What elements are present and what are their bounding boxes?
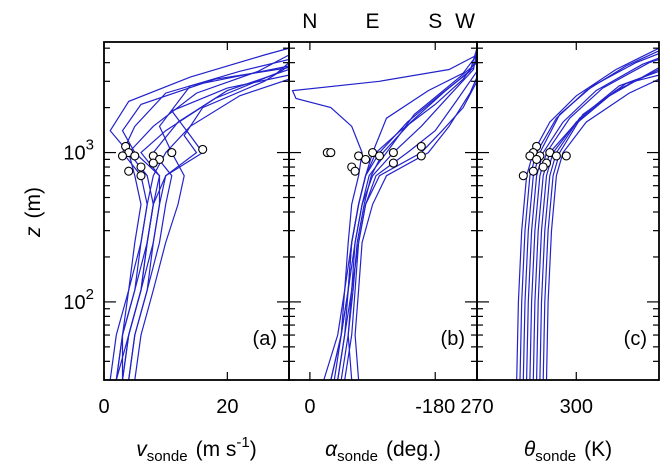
compass-label-S: S bbox=[428, 10, 442, 33]
panel-tag-c: (c) bbox=[624, 328, 647, 350]
profile-line-b-3 bbox=[347, 70, 477, 380]
inflection-marker-b-8 bbox=[388, 148, 398, 158]
profile-line-a-10 bbox=[115, 67, 289, 380]
panel-c: 270 300 (c) θsonde (K) bbox=[460, 41, 660, 464]
inflection-marker-a-6 bbox=[167, 148, 177, 158]
panel-tag-b: (b) bbox=[441, 328, 465, 350]
compass-label-N: N bbox=[302, 10, 317, 33]
profile-line-c-10 bbox=[545, 78, 659, 380]
inflection-marker-b-2 bbox=[326, 148, 336, 158]
profiles-b bbox=[291, 48, 477, 380]
y-axis: 102 103 z(m) bbox=[22, 137, 94, 314]
inflection-marker-a-3 bbox=[130, 151, 140, 161]
y-tick-label-1000: 103 bbox=[63, 137, 94, 165]
y-axis-label: z(m) bbox=[22, 187, 45, 238]
panel-b: 0 -180 (b) αsonde (deg.) N E S W bbox=[288, 10, 478, 464]
profile-line-b-6 bbox=[291, 54, 477, 380]
profile-line-c-9 bbox=[542, 74, 659, 380]
x-tick-label-c: 300 bbox=[560, 396, 593, 418]
profile-line-c-8 bbox=[539, 70, 659, 380]
y-tick-label-100: 102 bbox=[63, 286, 94, 314]
profiles-c bbox=[516, 47, 659, 380]
panel-a: 0 20 (a) vsonde (m s-1) bbox=[98, 41, 290, 464]
inflection-marker-c-7 bbox=[561, 151, 571, 161]
inflection-marker-b-5 bbox=[354, 151, 364, 161]
x-axis-label-c: θsonde (K) bbox=[524, 438, 612, 464]
x-axis-label-a: vsonde (m s-1) bbox=[136, 434, 257, 464]
inflection-marker-a-10 bbox=[124, 166, 134, 176]
inflection-marker-c-9 bbox=[538, 162, 548, 172]
inflection-marker-a-12 bbox=[148, 158, 158, 168]
inflection-marker-b-6 bbox=[416, 141, 426, 151]
profile-line-b-7 bbox=[337, 62, 477, 380]
inflection-marker-c-6 bbox=[551, 151, 561, 161]
panels: 0 20 (a) vsonde (m s-1) 0 -180 (b) αsonde (deg.) N… bbox=[98, 10, 660, 464]
inflection-marker-b-4 bbox=[374, 151, 385, 161]
profile-line-a-7 bbox=[134, 65, 289, 380]
inflection-marker-c-11 bbox=[518, 171, 528, 181]
x-tick-label-c: 270 bbox=[460, 396, 493, 418]
profile-line-a-4 bbox=[109, 78, 289, 380]
profile-line-c-4 bbox=[526, 57, 659, 380]
inflection-marker-a-9 bbox=[136, 162, 146, 172]
x-tick-label-a: 0 bbox=[98, 396, 109, 418]
panel-tag-a: (a) bbox=[253, 328, 277, 350]
x-axis-label-b: αsonde (deg.) bbox=[325, 438, 441, 464]
profile-line-b-8 bbox=[354, 76, 477, 380]
x-tick-label-b: 0 bbox=[304, 396, 315, 418]
profile-line-b-9 bbox=[333, 59, 477, 380]
x-tick-label-b: -180 bbox=[415, 396, 455, 418]
inflection-marker-b-10 bbox=[350, 166, 360, 176]
profile-line-a-8 bbox=[109, 47, 289, 380]
profile-line-a-9 bbox=[128, 74, 289, 380]
inflection-marker-b-12 bbox=[361, 154, 371, 164]
profile-line-b-10 bbox=[340, 67, 474, 380]
profile-line-b-5 bbox=[344, 81, 477, 380]
compass-label-E: E bbox=[366, 10, 380, 33]
inflection-marker-a-11 bbox=[136, 171, 146, 181]
inflection-marker-a-7 bbox=[198, 144, 208, 154]
inflection-marker-b-7 bbox=[416, 151, 426, 161]
inflection-marker-c-10 bbox=[528, 166, 538, 176]
panel-frame-c bbox=[476, 41, 660, 381]
compass-label-W: W bbox=[455, 10, 475, 33]
inflection-marker-a-4 bbox=[117, 151, 128, 161]
x-tick-label-a: 20 bbox=[216, 396, 238, 418]
inflection-marker-c-12 bbox=[532, 154, 542, 164]
inflection-marker-b-11 bbox=[388, 158, 398, 168]
